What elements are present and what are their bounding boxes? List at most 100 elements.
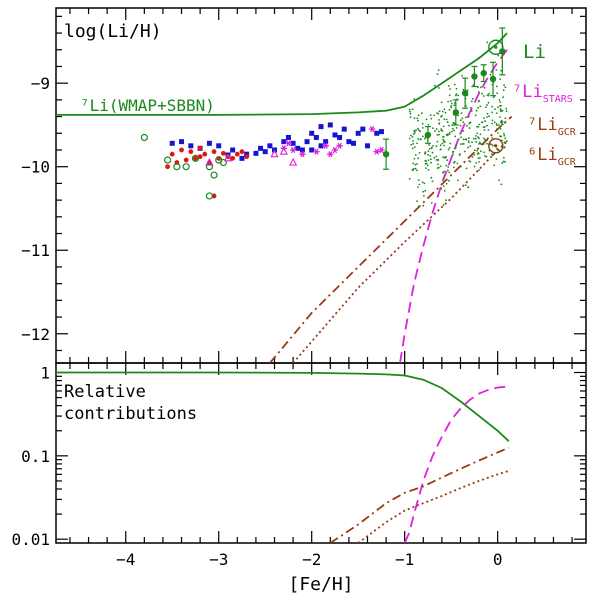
green-field-dot <box>411 136 414 138</box>
green-field-dot <box>472 137 475 140</box>
green-field-dot <box>424 137 426 140</box>
green-field-dot <box>480 121 483 124</box>
green-field-dot <box>500 122 503 124</box>
blue-square-point <box>244 151 250 157</box>
green-field-dot <box>455 94 457 97</box>
green-field-dot <box>421 122 424 125</box>
green-field-dot <box>453 104 456 107</box>
green-field-dot <box>491 119 494 122</box>
blue-square-point <box>327 122 333 128</box>
green-field-dot <box>506 140 508 142</box>
top-dotted-curve <box>292 140 508 363</box>
green-field-dot <box>453 122 455 125</box>
green-field-dot <box>491 111 493 114</box>
blue-square-point <box>179 139 185 145</box>
green-field-dot <box>473 154 476 156</box>
green-field-dot <box>417 157 419 160</box>
red-dot-point <box>211 193 217 199</box>
li7-gcr-main: ⁷Li <box>527 115 558 135</box>
green-field-dot <box>499 128 502 130</box>
green-field-dot <box>487 101 490 104</box>
green-field-dot <box>471 141 473 144</box>
green-field-dot <box>467 186 469 189</box>
green-open-circle-point <box>163 156 172 164</box>
green-field-dot <box>438 123 441 125</box>
green-field-dot <box>440 128 443 130</box>
green-field-dot <box>418 183 421 186</box>
green-field-dot <box>502 160 505 163</box>
green-field-dot <box>409 112 412 115</box>
green-field-dot <box>424 151 427 154</box>
green-field-dot <box>436 140 439 143</box>
green-filled-point <box>382 150 390 158</box>
green-field-dot <box>460 112 463 114</box>
green-field-dot <box>416 142 418 145</box>
green-field-dot <box>455 87 458 90</box>
green-field-dot <box>444 156 447 159</box>
green-field-dot <box>503 132 505 135</box>
blue-square-point <box>169 140 175 146</box>
green-field-dot <box>492 153 495 156</box>
green-field-dot <box>486 142 488 145</box>
top-y-tick-label: −11 <box>21 241 50 260</box>
green-field-dot <box>483 86 486 89</box>
red-dot-point <box>179 147 184 153</box>
green-field-dot <box>477 125 480 128</box>
green-field-dot <box>478 91 480 93</box>
green-field-dot <box>474 149 476 152</box>
green-field-dot <box>496 92 499 95</box>
green-field-dot <box>500 69 503 72</box>
green-field-dot <box>482 143 485 146</box>
green-field-dot <box>427 169 430 171</box>
green-field-dot <box>435 155 438 158</box>
green-field-dot <box>442 171 444 174</box>
green-field-dot <box>436 112 438 114</box>
green-field-dot <box>441 130 444 132</box>
green-field-dot <box>478 143 480 145</box>
green-field-dot <box>503 134 506 137</box>
li-label: Li <box>523 41 546 63</box>
green-field-dot <box>483 129 486 132</box>
green-field-dot <box>492 96 495 99</box>
green-field-dot <box>479 133 482 136</box>
green-field-dot <box>499 108 502 110</box>
green-field-dot <box>475 162 478 164</box>
red-dot-point <box>193 155 198 161</box>
green-field-dot <box>425 162 428 165</box>
top-dashdot-curve <box>269 115 513 363</box>
green-field-dot <box>447 148 450 151</box>
green-field-dot <box>468 160 470 162</box>
green-field-dot <box>447 179 450 182</box>
green-field-dot <box>447 85 450 87</box>
green-field-dot <box>465 116 467 119</box>
green-field-dot <box>416 200 418 203</box>
green-field-dot <box>482 95 485 97</box>
green-field-dot <box>449 142 452 145</box>
green-field-dot <box>498 124 500 126</box>
green-field-dot <box>462 130 465 132</box>
green-filled-point <box>424 131 432 139</box>
green-field-dot <box>484 139 486 141</box>
green-field-dot <box>430 202 433 204</box>
green-field-dot <box>454 146 457 149</box>
red-dot-point <box>197 145 203 151</box>
green-field-dot <box>470 100 473 103</box>
bottom-panel-frame <box>55 362 587 544</box>
green-field-dot <box>483 117 485 119</box>
green-open-circle-point <box>182 163 190 171</box>
green-field-dot <box>410 134 412 137</box>
green-field-dot <box>496 124 498 126</box>
green-field-dot <box>495 112 498 114</box>
green-field-dot <box>453 83 456 86</box>
green-field-dot <box>503 156 505 159</box>
top-panel-title: log(Li/H) <box>64 21 162 42</box>
green-field-dot <box>496 85 498 88</box>
red-dot-point <box>234 151 240 157</box>
green-filled-point <box>461 90 469 97</box>
green-field-dot <box>486 112 489 115</box>
green-field-dot <box>503 146 506 148</box>
green-filled-point <box>471 73 478 80</box>
blue-square-point <box>295 145 301 151</box>
green-field-dot <box>443 144 446 147</box>
green-field-dot <box>485 106 487 108</box>
